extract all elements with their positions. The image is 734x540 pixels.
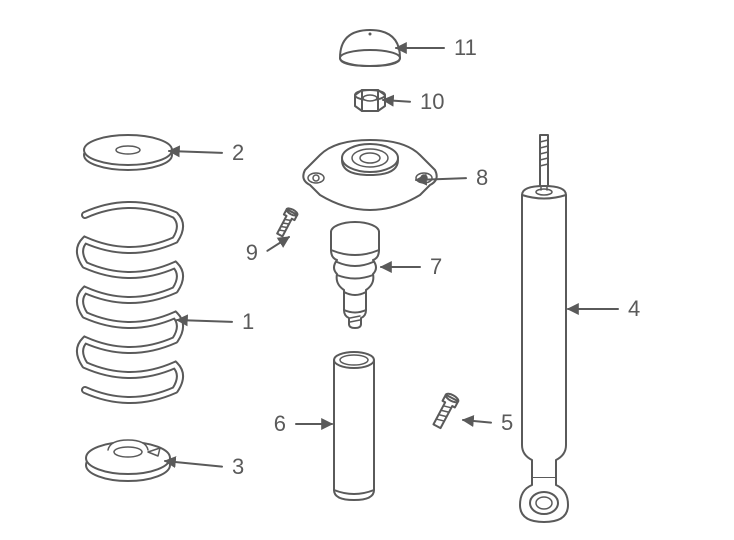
callout-label-bump-stop: 7 bbox=[430, 254, 442, 279]
leader-lower-seat bbox=[165, 461, 222, 467]
callout-label-lower-seat: 3 bbox=[232, 454, 244, 479]
part-dust-tube bbox=[334, 352, 374, 500]
leader-shock-bolt bbox=[463, 420, 491, 423]
callout-label-cap: 11 bbox=[454, 35, 477, 60]
callout-label-shock-absorber: 4 bbox=[628, 296, 640, 321]
part-cap bbox=[340, 30, 400, 66]
callout-label-nut: 10 bbox=[420, 89, 444, 114]
callout-label-dust-tube: 6 bbox=[274, 411, 286, 436]
callout-label-upper-seat: 2 bbox=[232, 140, 244, 165]
leader-mount-bolt bbox=[267, 237, 289, 251]
part-upper-seat bbox=[84, 135, 172, 170]
callout-label-coil-spring: 1 bbox=[242, 309, 254, 334]
leader-coil-spring bbox=[177, 320, 232, 322]
part-lower-seat bbox=[86, 440, 170, 481]
part-shock-bolt bbox=[431, 392, 460, 429]
part-bump-stop bbox=[331, 222, 379, 328]
parts-diagram: 1 2 3 4 5 6 7 8 9 10 11 bbox=[0, 0, 734, 540]
leader-upper-seat bbox=[169, 151, 222, 153]
part-nut bbox=[355, 90, 385, 111]
callouts: 1 2 3 4 5 6 7 8 9 10 11 bbox=[165, 35, 640, 479]
part-shock-absorber bbox=[520, 135, 568, 522]
part-mount-bolt bbox=[274, 207, 298, 238]
leader-nut bbox=[383, 100, 410, 102]
callout-label-shock-bolt: 5 bbox=[501, 410, 513, 435]
part-coil-spring bbox=[80, 205, 180, 400]
callout-label-mount-bolt: 9 bbox=[246, 240, 258, 265]
callout-label-upper-mount: 8 bbox=[476, 165, 488, 190]
part-upper-mount bbox=[303, 140, 436, 210]
